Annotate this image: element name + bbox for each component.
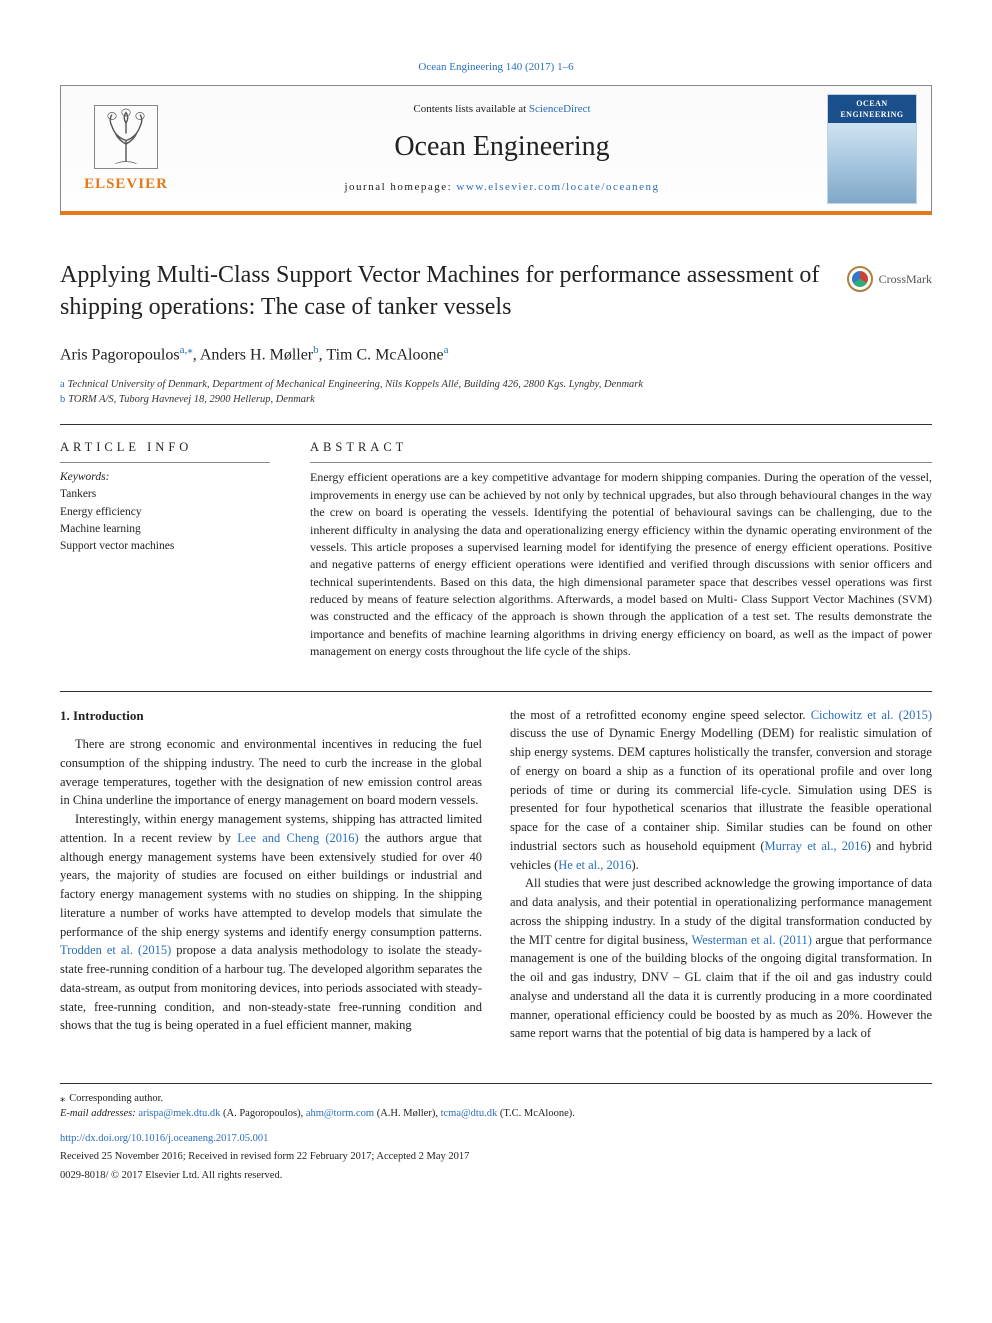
crossmark-badge[interactable]: CrossMark	[847, 266, 932, 292]
author-3-affiliation-link[interactable]: a	[444, 344, 449, 356]
citation-link[interactable]: Trodden et al. (2015)	[60, 943, 171, 957]
body-text: ).	[632, 858, 639, 872]
elsevier-tree-icon	[91, 102, 161, 172]
keywords-list: Tankers Energy efficiency Machine learni…	[60, 486, 270, 553]
keyword: Machine learning	[60, 521, 270, 537]
keyword: Support vector machines	[60, 538, 270, 554]
section-heading: 1. Introduction	[60, 706, 482, 726]
affiliation-b-label: b	[60, 394, 65, 405]
contents-prefix: Contents lists available at	[413, 103, 528, 115]
affiliation-b: TORM A/S, Tuborg Havnevej 18, 2900 Helle…	[68, 394, 315, 405]
citation-link[interactable]: Ocean Engineering 140 (2017) 1–6	[418, 61, 573, 73]
author-1: Aris Pagoropoulos	[60, 346, 180, 363]
citation-link[interactable]: Cichowitz et al. (2015)	[811, 708, 932, 722]
article-history: Received 25 November 2016; Received in r…	[60, 1150, 932, 1165]
divider	[60, 691, 932, 692]
article-body: 1. Introduction There are strong economi…	[60, 706, 932, 1044]
citation-link[interactable]: Westerman et al. (2011)	[691, 933, 812, 947]
article-footer: ⁎ Corresponding author. E-mail addresses…	[60, 1083, 932, 1183]
corresponding-author-note: Corresponding author.	[69, 1092, 163, 1107]
keyword: Energy efficiency	[60, 504, 270, 520]
publisher-name: ELSEVIER	[84, 174, 168, 195]
body-paragraph: Interestingly, within energy management …	[60, 810, 482, 1035]
homepage-link[interactable]: www.elsevier.com/locate/oceaneng	[456, 181, 659, 193]
email-link[interactable]: ahm@torm.com	[306, 1108, 374, 1119]
abstract-column: ABSTRACT Energy efficient operations are…	[310, 439, 932, 661]
article-info-heading: ARTICLE INFO	[60, 439, 270, 457]
article-title: Applying Multi-Class Support Vector Mach…	[60, 260, 827, 322]
body-paragraph: There are strong economic and environmen…	[60, 735, 482, 810]
email-name: (T.C. McAloone).	[497, 1108, 575, 1119]
divider	[60, 462, 270, 463]
publisher-logo: ELSEVIER	[71, 94, 181, 204]
cover-image	[828, 123, 916, 203]
email-link[interactable]: tcma@dtu.dk	[441, 1108, 498, 1119]
affiliations: aTechnical University of Denmark, Depart…	[60, 378, 932, 407]
citation-link[interactable]: He et al., 2016	[558, 858, 631, 872]
email-name: (A. Pagoropoulos),	[220, 1108, 305, 1119]
journal-cover-thumbnail: OCEAN ENGINEERING	[827, 94, 917, 204]
crossmark-icon	[847, 266, 873, 292]
body-text: discuss the use of Dynamic Energy Modell…	[510, 726, 932, 853]
cover-title: OCEAN ENGINEERING	[828, 95, 916, 123]
author-list: Aris Pagoropoulosa,⁎, Anders H. Møllerb,…	[60, 343, 932, 367]
contents-available: Contents lists available at ScienceDirec…	[191, 102, 813, 117]
abstract-heading: ABSTRACT	[310, 439, 932, 457]
running-header: Ocean Engineering 140 (2017) 1–6	[60, 60, 932, 75]
email-name: (A.H. Møller),	[374, 1108, 441, 1119]
crossmark-label: CrossMark	[879, 271, 932, 288]
divider	[310, 462, 932, 463]
author-3: , Tim C. McAloone	[319, 346, 444, 363]
sciencedirect-link[interactable]: ScienceDirect	[529, 103, 591, 115]
citation-link[interactable]: Murray et al., 2016	[765, 839, 867, 853]
copyright-notice: 0029-8018/ © 2017 Elsevier Ltd. All righ…	[60, 1169, 932, 1184]
email-label: E-mail addresses:	[60, 1108, 138, 1119]
divider	[60, 424, 932, 425]
corresponding-marker: ⁎	[60, 1092, 65, 1107]
keyword: Tankers	[60, 486, 270, 502]
email-link[interactable]: arispa@mek.dtu.dk	[138, 1108, 220, 1119]
journal-title: Ocean Engineering	[191, 127, 813, 166]
journal-header: ELSEVIER Contents lists available at Sci…	[60, 85, 932, 215]
homepage-prefix: journal homepage:	[345, 181, 457, 193]
affiliation-a: Technical University of Denmark, Departm…	[68, 379, 643, 390]
body-text: the most of a retrofitted economy engine…	[510, 708, 811, 722]
body-text: argue that performance management is one…	[510, 933, 932, 1041]
body-text: the authors argue that although energy m…	[60, 831, 482, 939]
article-info-column: ARTICLE INFO Keywords: Tankers Energy ef…	[60, 439, 270, 661]
journal-homepage: journal homepage: www.elsevier.com/locat…	[191, 180, 813, 195]
body-paragraph: All studies that were just described ack…	[510, 874, 932, 1043]
citation-link[interactable]: Lee and Cheng (2016)	[237, 831, 358, 845]
affiliation-a-label: a	[60, 379, 65, 390]
keywords-label: Keywords:	[60, 469, 270, 485]
author-2: , Anders H. Møller	[193, 346, 313, 363]
doi-link[interactable]: http://dx.doi.org/10.1016/j.oceaneng.201…	[60, 1133, 268, 1144]
body-paragraph: the most of a retrofitted economy engine…	[510, 706, 932, 875]
abstract-text: Energy efficient operations are a key co…	[310, 469, 932, 660]
